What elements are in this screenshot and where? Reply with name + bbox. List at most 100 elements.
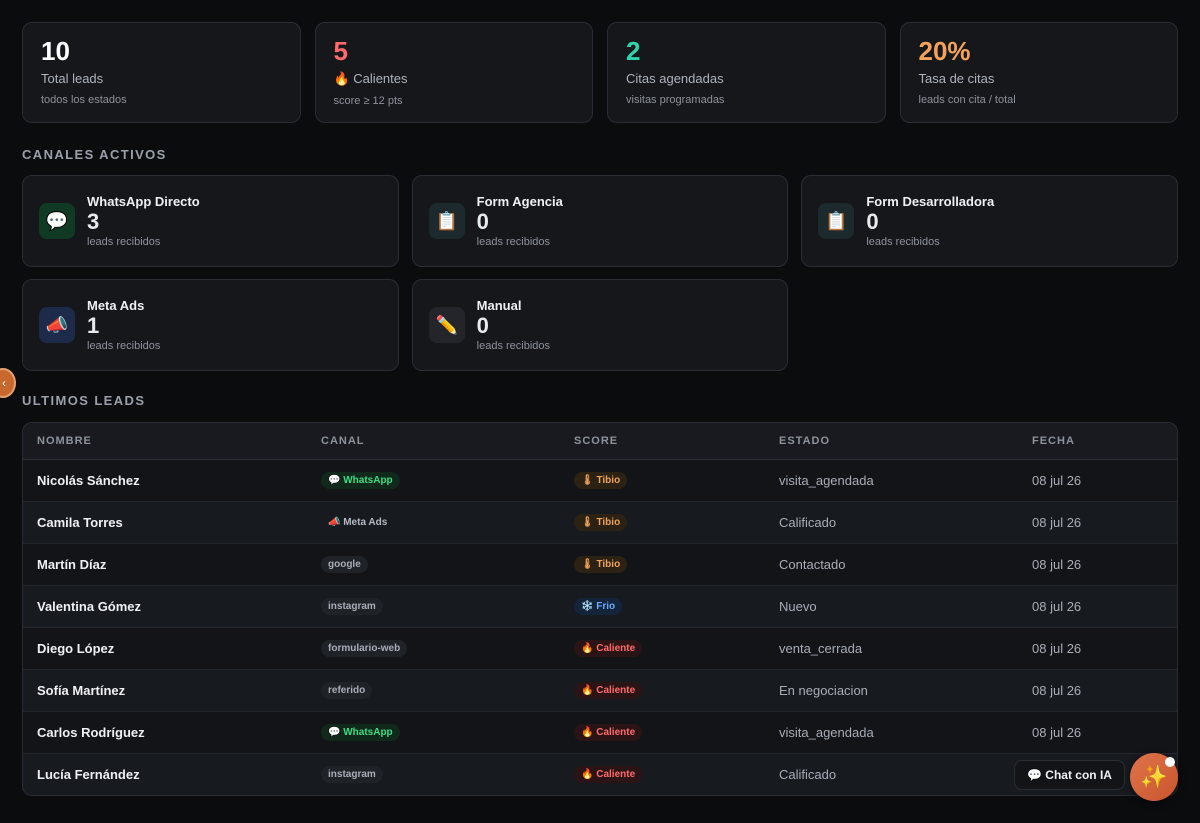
lead-fecha: 08 jul 26 [1018, 627, 1177, 670]
lead-estado: En negociacion [765, 669, 1018, 712]
table-row[interactable]: Diego López formulario-web 🔥 Caliente venta… [23, 627, 1177, 670]
lead-name: Diego López [23, 627, 307, 670]
lead-canal-cell: instagram [307, 585, 560, 628]
channel-card-form-desarrolladora[interactable]: 📋 Form Desarrolladora 0 leads recibidos [801, 175, 1178, 267]
table-row[interactable]: Carlos Rodríguez 💬 WhatsApp 🔥 Caliente visi… [23, 711, 1177, 754]
lead-canal-cell: formulario-web [307, 627, 560, 670]
table-row[interactable]: Sofía Martínez referido 🔥 Caliente En negoc… [23, 669, 1177, 712]
score-badge: 🔥 Caliente [574, 766, 643, 784]
lead-fecha: 08 jul 26 [1018, 711, 1177, 754]
stat-calientes: 5 🔥 Calientes score ≥ 12 pts [314, 22, 593, 123]
canal-badge: google [321, 556, 368, 573]
lead-name: Lucía Fernández [23, 753, 307, 795]
table-row[interactable]: Lucía Fernández instagram 🔥 Caliente Califi… [23, 753, 1177, 795]
chat-bubble-icon: 💬 [39, 203, 75, 239]
lead-score-cell: 🔥 Caliente [560, 669, 765, 712]
channel-sub: leads recibidos [87, 340, 161, 352]
channels-section-title: CANALES ACTIVOS [22, 147, 167, 162]
lead-score-cell: 🔥 Caliente [560, 753, 765, 795]
lead-estado: Calificado [765, 753, 1018, 795]
chat-ia-button[interactable]: 💬 Chat con IA [1014, 760, 1125, 790]
stat-value: 5 [333, 36, 348, 66]
canal-badge: instagram [321, 598, 383, 615]
table-row[interactable]: Martín Díaz google 🌡 Tibio Contactado 08 jul… [23, 543, 1177, 586]
channel-card-manual[interactable]: ✏️ Manual 0 leads recibidos [411, 279, 789, 371]
channels-grid: 💬 WhatsApp Directo 3 leads recibidos 📋 F… [22, 175, 1178, 371]
stat-tasa-citas: 20% Tasa de citas leads con cita / total [899, 22, 1178, 123]
stat-sub: leads con cita / total [918, 94, 1016, 106]
score-badge: 🌡 Tibio [574, 556, 628, 573]
channel-name: Manual [476, 298, 522, 313]
score-badge: 🔥 Caliente [574, 682, 643, 699]
channel-count: 3 [87, 209, 100, 234]
lead-fecha: 08 jul 26 [1018, 585, 1177, 628]
stat-label: 🔥 Calientes [333, 71, 408, 86]
ai-assistant-fab[interactable]: ✨ [1130, 753, 1178, 801]
lead-score-cell: 🔥 Caliente [560, 627, 765, 670]
stat-value: 10 [41, 36, 70, 66]
lead-canal-cell: instagram [307, 753, 560, 795]
canal-badge: instagram [321, 766, 383, 784]
header-nombre[interactable]: NOMBRE [23, 423, 307, 460]
table-row[interactable]: Nicolás Sánchez 💬 WhatsApp 🌡 Tibio visita_a… [23, 459, 1177, 502]
lead-estado: Contactado [765, 543, 1018, 586]
lead-estado: visita_agendada [765, 711, 1018, 754]
lead-fecha: 08 jul 26 [1018, 669, 1177, 712]
header-canal[interactable]: CANAL [307, 423, 560, 460]
channel-sub: leads recibidos [866, 236, 940, 248]
canal-badge: formulario-web [321, 640, 408, 657]
lead-name: Martín Díaz [23, 543, 307, 586]
pencil-icon: ✏️ [428, 307, 465, 343]
stat-label: Total leads [41, 71, 104, 86]
megaphone-icon: 📣 [39, 307, 75, 343]
score-badge: 🔥 Caliente [574, 640, 643, 657]
stat-total-leads: 10 Total leads todos los estados [22, 22, 301, 123]
lead-canal-cell: google [307, 543, 560, 586]
channel-count: 0 [476, 209, 489, 234]
channel-count: 1 [87, 313, 100, 338]
score-badge: ❄️ Frio [574, 598, 623, 615]
lead-name: Camila Torres [23, 501, 307, 544]
stat-value: 2 [626, 36, 641, 66]
channel-count: 0 [476, 313, 489, 338]
stat-label: Citas agendadas [626, 71, 724, 86]
notification-dot [1165, 757, 1175, 767]
channel-card-meta-ads[interactable]: 📣 Meta Ads 1 leads recibidos [22, 279, 399, 371]
header-score[interactable]: SCORE [560, 423, 765, 460]
lead-fecha: 08 jul 26 [1018, 501, 1177, 544]
lead-score-cell: 🔥 Caliente [560, 711, 765, 754]
lead-name: Nicolás Sánchez [23, 459, 307, 502]
canal-badge: 💬 WhatsApp [321, 724, 400, 741]
lead-name: Valentina Gómez [23, 585, 307, 628]
stat-sub: todos los estados [41, 94, 127, 106]
channel-card-form-agencia[interactable]: 📋 Form Agencia 0 leads recibidos [411, 175, 789, 267]
lead-estado: Nuevo [765, 585, 1018, 628]
header-fecha[interactable]: FECHA [1018, 423, 1177, 460]
table-row[interactable]: Camila Torres 📣 Meta Ads 🌡 Tibio Calificado… [23, 501, 1177, 544]
lead-estado: Calificado [765, 501, 1018, 544]
table-row[interactable]: Valentina Gómez instagram ❄️ Frio Nuevo 08 j… [23, 585, 1177, 628]
lead-name: Sofía Martínez [23, 669, 307, 712]
sidebar-toggle-button[interactable]: ‹ [0, 368, 16, 398]
lead-name: Carlos Rodríguez [23, 711, 307, 754]
stat-sub: visitas programadas [626, 94, 725, 106]
score-badge: 🔥 Caliente [574, 724, 643, 741]
canal-badge: 💬 WhatsApp [321, 472, 400, 489]
stats-row: 10 Total leads todos los estados 5 🔥 Cal… [22, 22, 1178, 123]
channel-card-whatsapp[interactable]: 💬 WhatsApp Directo 3 leads recibidos [22, 175, 399, 267]
lead-canal-cell: 💬 WhatsApp [307, 711, 560, 754]
channel-sub: leads recibidos [87, 236, 161, 248]
sparkles-icon: ✨ [1140, 764, 1168, 789]
canal-badge: 📣 Meta Ads [328, 517, 388, 528]
table-header-row: NOMBRE CANAL SCORE ESTADO FECHA [23, 423, 1177, 460]
header-estado[interactable]: ESTADO [765, 423, 1018, 460]
lead-estado: visita_agendada [765, 459, 1018, 502]
clipboard-icon: 📋 [428, 203, 465, 239]
stat-value: 20% [918, 36, 971, 66]
channel-sub: leads recibidos [476, 340, 551, 352]
stat-sub: score ≥ 12 pts [333, 95, 403, 107]
leads-section-title: ULTIMOS LEADS [22, 393, 146, 408]
channel-name: Form Agencia [476, 194, 563, 209]
channel-name: Meta Ads [87, 298, 145, 313]
